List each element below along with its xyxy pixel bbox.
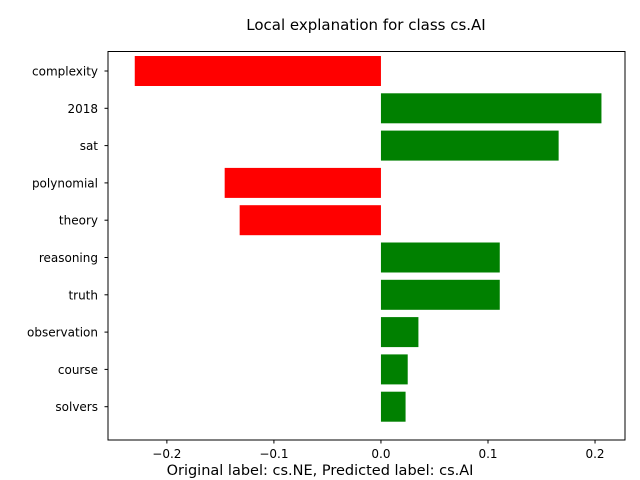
x-tick-label: −0.1 — [259, 447, 288, 461]
bar-sat — [380, 130, 559, 161]
bar-truth — [380, 279, 500, 310]
y-tick-label: course — [58, 363, 98, 377]
plot-frame — [107, 51, 626, 441]
x-tick-label: 0.1 — [478, 447, 497, 461]
y-tick-label: solvers — [55, 400, 98, 414]
chart-title: Local explanation for class cs.AI — [246, 16, 485, 34]
x-tick-label: 0.2 — [585, 447, 604, 461]
bar-polynomial — [224, 167, 381, 198]
y-tick-label: sat — [80, 139, 99, 153]
bar-theory — [239, 205, 381, 236]
x-tick-label: −0.2 — [152, 447, 181, 461]
caption: Original label: cs.NE, Predicted label: … — [167, 463, 474, 479]
bar-reasoning — [380, 242, 500, 273]
y-tick-label: truth — [68, 288, 98, 302]
y-tick-label: observation — [27, 326, 98, 340]
x-axis: −0.2 −0.1 0.0 0.1 0.2 — [152, 440, 605, 461]
y-tick-label: complexity — [32, 65, 98, 79]
bar-2018 — [380, 93, 602, 124]
y-tick-label: 2018 — [67, 102, 98, 116]
bar-course — [380, 354, 408, 385]
y-tick-label: theory — [59, 214, 98, 228]
y-axis: complexity 2018 sat polynomial theory reasoni… — [27, 65, 108, 414]
bars-group — [134, 56, 602, 422]
bar-observation — [380, 317, 419, 348]
x-tick-label: 0.0 — [371, 447, 390, 461]
y-tick-label: reasoning — [39, 251, 98, 265]
bar-complexity — [134, 56, 381, 86]
bar-solvers — [380, 391, 406, 422]
y-tick-label: polynomial — [32, 176, 98, 190]
